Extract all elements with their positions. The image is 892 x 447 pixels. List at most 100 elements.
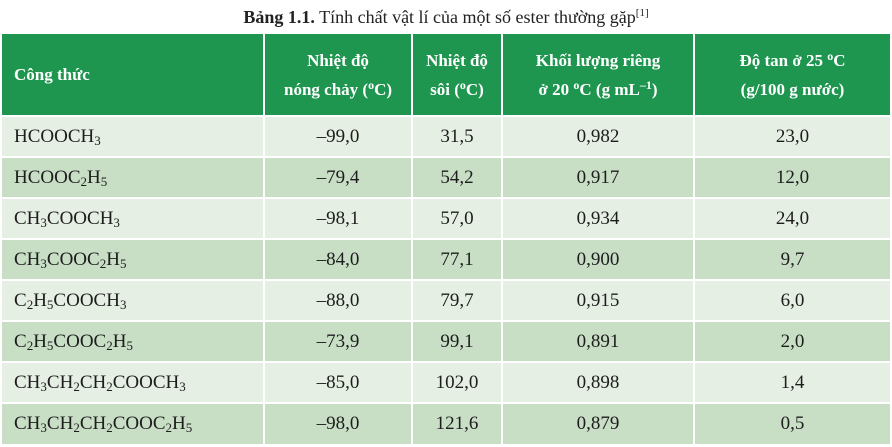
solubility-cell: 23,0	[694, 115, 890, 157]
solubility-cell: 24,0	[694, 197, 890, 239]
formula-subscript: 2	[165, 420, 173, 435]
formula-text: COOC	[46, 248, 100, 270]
formula-subscript: 3	[40, 214, 47, 230]
header-formula: Công thức	[2, 34, 265, 116]
density-cell: 0,900	[502, 238, 695, 280]
density-cell: 0,917	[502, 156, 695, 198]
melting-cell: –88,0	[264, 279, 413, 321]
header-melting-line2a: nóng chảy (	[283, 79, 369, 99]
formula-text: COOC	[112, 413, 166, 434]
melting-cell: –73,9	[264, 320, 413, 362]
header-density-exponent: –1	[639, 77, 652, 92]
formula-subscript: 3	[40, 420, 47, 435]
solubility-cell: 2,0	[694, 320, 890, 362]
formula-text: COOC	[53, 330, 107, 352]
table-body: HCOOCH3 –99,0 31,5 0,982 23,0 HCOOC2H5 –79,4 54…	[2, 115, 890, 444]
solubility-cell: 1,4	[694, 361, 890, 403]
formula-subscript: 2	[80, 173, 88, 189]
header-melting-line1: Nhiệt độ	[307, 50, 369, 70]
caption-reference: [1]	[635, 7, 649, 19]
formula-subscript: 3	[40, 255, 47, 271]
header-density-line1: Khối lượng riêng	[535, 50, 661, 70]
formula-text: CH	[14, 371, 41, 393]
melting-cell: –98,0	[264, 402, 413, 444]
solubility-cell: 0,5	[694, 402, 890, 444]
formula-text: COOCH	[46, 207, 114, 229]
formula-text: H	[106, 248, 120, 270]
table-row: HCOOC2H5 –79,4 54,2 0,917 12,0	[2, 156, 890, 198]
formula-text: CH	[46, 413, 74, 434]
formula-subscript: 3	[179, 378, 186, 394]
caption-label: Bảng 1.1.	[243, 7, 315, 27]
formula-subscript: 5	[100, 173, 108, 189]
formula-text: H	[87, 166, 101, 188]
table-header: Công thức Nhiệt độ nóng chảy (oC) Nhiệt …	[2, 34, 890, 116]
density-cell: 0,879	[502, 402, 695, 444]
formula-subscript: 5	[185, 420, 193, 435]
formula-cell: C2H5COOCH3	[2, 279, 265, 321]
formula-subscript: 3	[119, 296, 127, 312]
solubility-cell: 6,0	[694, 279, 890, 321]
formula-text: CH	[79, 413, 107, 434]
table-row: CH3CH2CH2COOC2H5 –98,0 121,6 0,879 0,5	[2, 402, 890, 444]
header-density-line2c: )	[651, 79, 658, 99]
boiling-cell: 79,7	[412, 279, 503, 321]
formula-cell: CH3CH2CH2COOCH3	[2, 361, 265, 403]
header-row: Công thức Nhiệt độ nóng chảy (oC) Nhiệt …	[2, 34, 890, 116]
formula-subscript: 2	[73, 378, 80, 394]
formula-subscript: 2	[106, 337, 113, 353]
formula-cell: HCOOC2H5	[2, 156, 265, 198]
formula-subscript: 5	[46, 296, 54, 312]
boiling-cell: 102,0	[412, 361, 503, 403]
formula-text: CH	[14, 248, 41, 270]
ester-properties-table: Công thức Nhiệt độ nóng chảy (oC) Nhiệt …	[2, 34, 890, 444]
formula-text: CH	[79, 371, 107, 393]
density-cell: 0,915	[502, 279, 695, 321]
boiling-cell: 31,5	[412, 115, 503, 157]
melting-cell: –85,0	[264, 361, 413, 403]
density-cell: 0,934	[502, 197, 695, 239]
formula-text: C	[14, 289, 27, 311]
header-boiling-line2b: C)	[465, 79, 484, 99]
header-melting-point: Nhiệt độ nóng chảy (oC)	[264, 34, 413, 116]
header-density-degree: o	[573, 77, 580, 92]
formula-text: CH	[46, 371, 74, 393]
formula-subscript: 3	[113, 214, 120, 230]
melting-cell: –98,1	[264, 197, 413, 239]
caption-text: Tính chất vật lí của một số ester thường…	[319, 7, 636, 27]
header-boiling-point: Nhiệt độ sôi (oC)	[412, 34, 503, 116]
formula-cell: CH3COOCH3	[2, 197, 265, 239]
formula-text: H	[172, 413, 186, 434]
melting-cell: –84,0	[264, 238, 413, 280]
header-melting-degree: o	[368, 77, 375, 92]
formula-cell: CH3CH2CH2COOC2H5	[2, 402, 265, 444]
formula-subscript: 3	[40, 378, 47, 394]
header-boiling-line1: Nhiệt độ	[426, 50, 488, 70]
table-row: HCOOCH3 –99,0 31,5 0,982 23,0	[2, 115, 890, 157]
header-melting-line2b: C)	[374, 79, 393, 99]
header-solubility-line1b: C	[833, 50, 846, 70]
header-solubility: Độ tan ở 25 oC (g/100 g nước)	[694, 34, 890, 116]
table-row: C2H5COOCH3 –88,0 79,7 0,915 6,0	[2, 279, 890, 321]
formula-cell: HCOOCH3	[2, 115, 265, 157]
boiling-cell: 99,1	[412, 320, 503, 362]
solubility-cell: 12,0	[694, 156, 890, 198]
header-density: Khối lượng riêng ở 20 oC (g mL–1)	[502, 34, 695, 116]
formula-subscript: 2	[73, 420, 80, 435]
melting-cell: –79,4	[264, 156, 413, 198]
formula-subscript: 2	[26, 296, 34, 312]
formula-subscript: 3	[94, 132, 101, 148]
header-solubility-line1a: Độ tan ở 25	[739, 50, 828, 70]
header-solubility-line2: (g/100 g nước)	[740, 79, 845, 99]
header-density-line2b: C (g mL	[579, 79, 640, 99]
solubility-cell: 9,7	[694, 238, 890, 280]
formula-subscript: 5	[119, 255, 127, 271]
formula-text: HCOOC	[14, 166, 81, 188]
header-density-line2a: ở 20	[538, 79, 574, 99]
boiling-cell: 121,6	[412, 402, 503, 444]
formula-cell: C2H5COOC2H5	[2, 320, 265, 362]
formula-text: HCOOCH	[14, 125, 95, 147]
table-row: CH3COOCH3 –98,1 57,0 0,934 24,0	[2, 197, 890, 239]
formula-subscript: 5	[126, 337, 133, 353]
formula-text: CH	[14, 207, 41, 229]
